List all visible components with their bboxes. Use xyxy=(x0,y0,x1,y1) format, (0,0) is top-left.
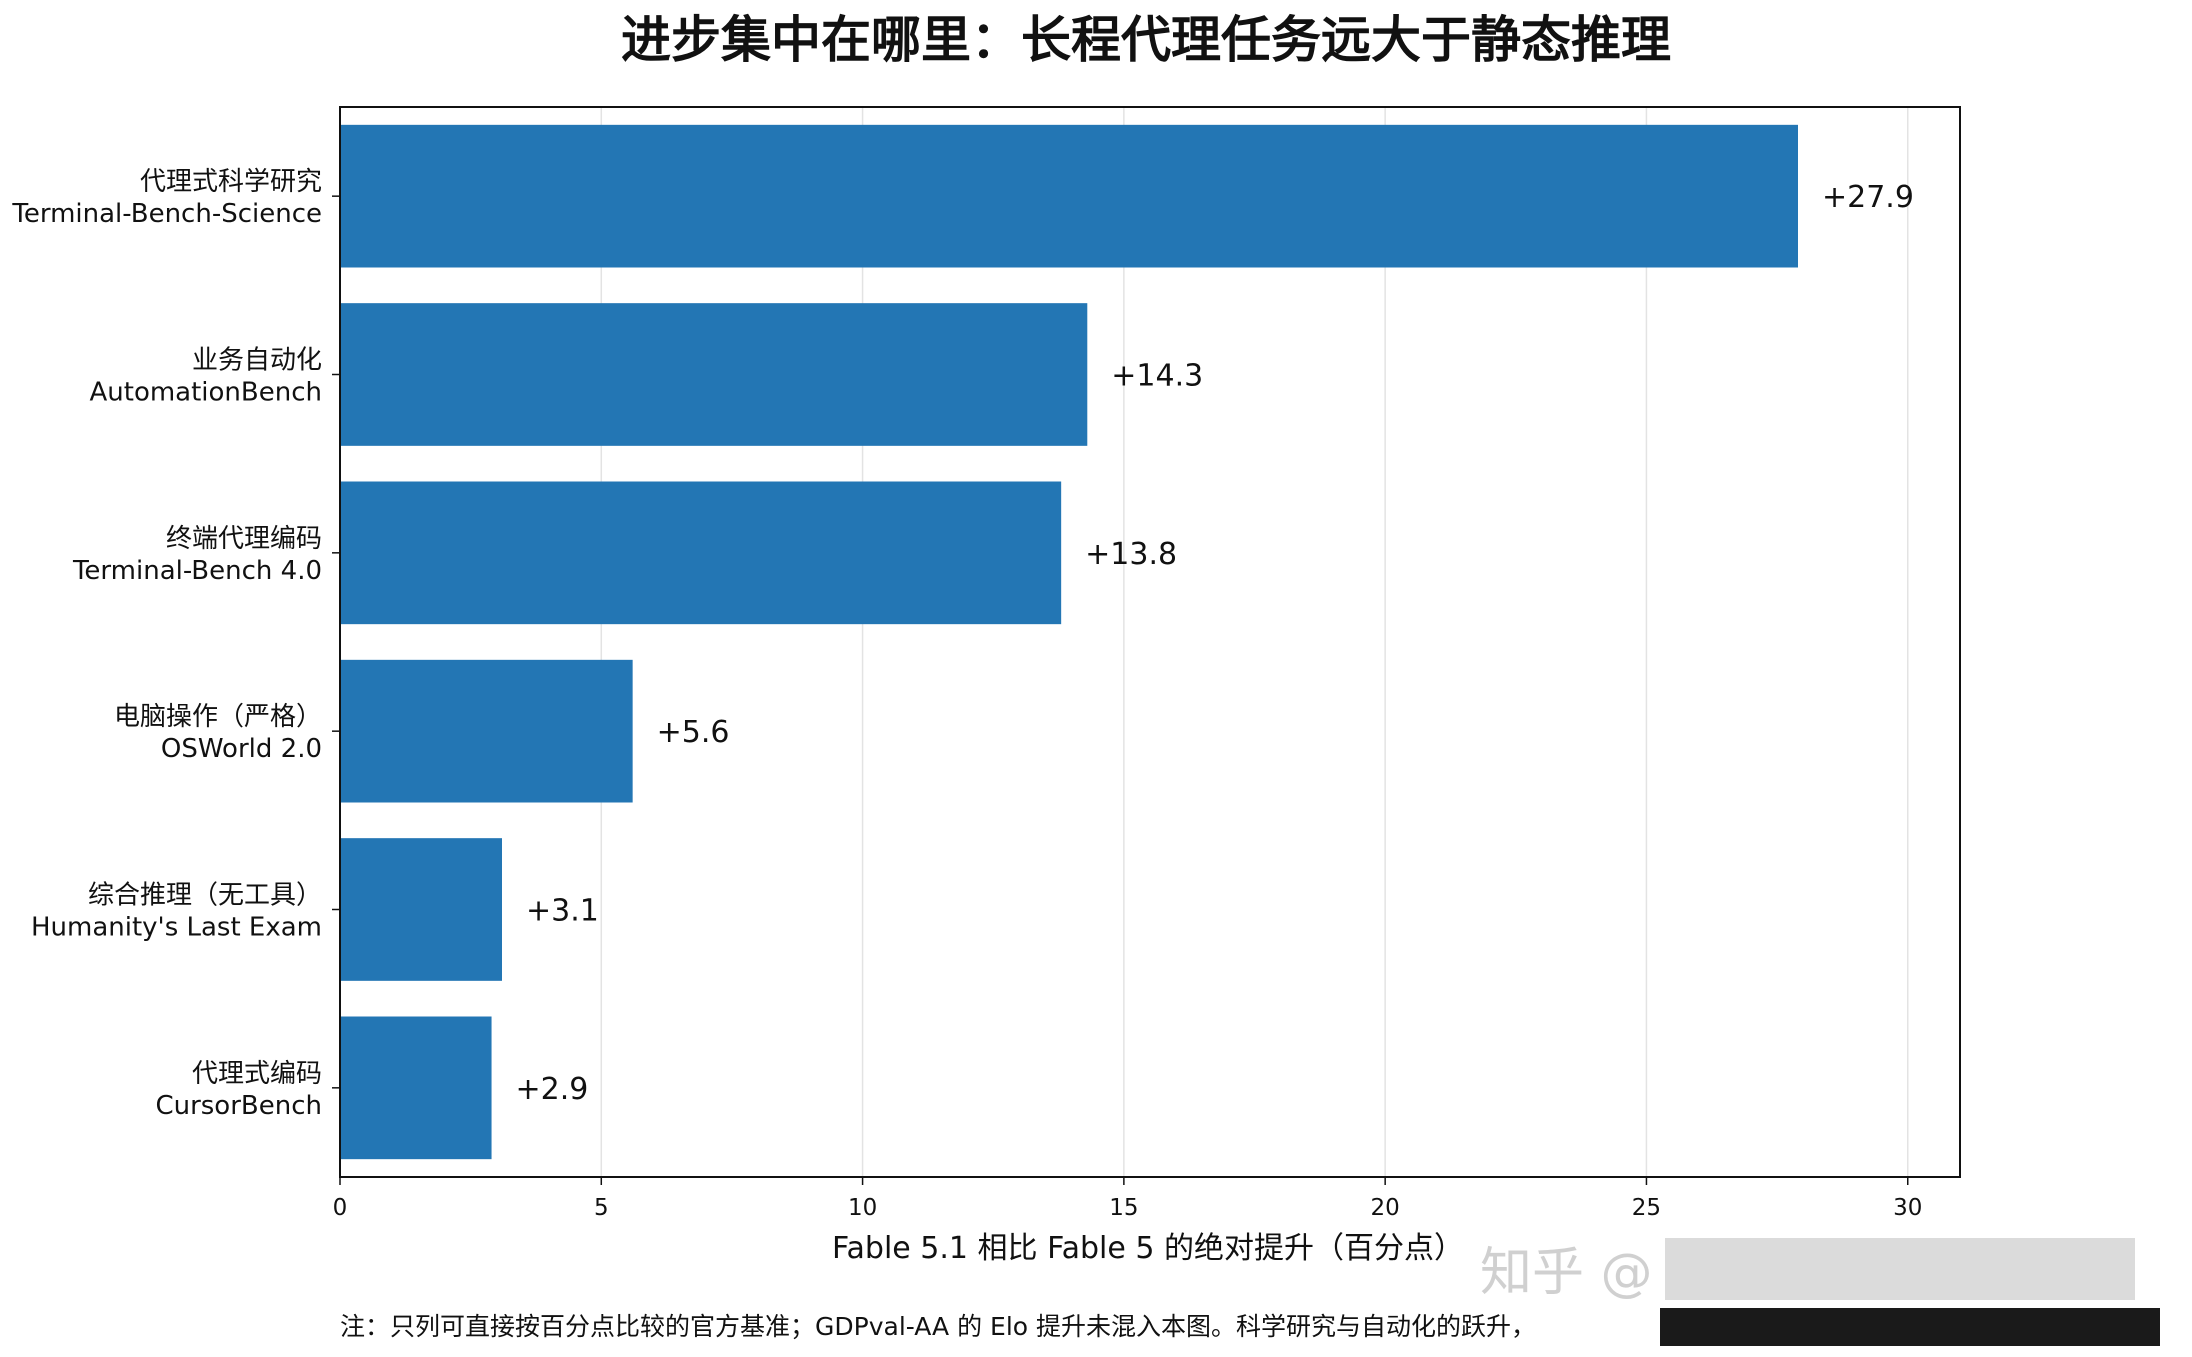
value-label: +5.6 xyxy=(657,715,730,750)
bar xyxy=(340,1016,492,1160)
value-label: +2.9 xyxy=(516,1072,589,1107)
x-tick-label: 25 xyxy=(1632,1195,1661,1221)
category-label-en: Humanity's Last Exam xyxy=(31,913,322,943)
bar xyxy=(340,659,633,803)
note-redaction xyxy=(1660,1308,2160,1346)
category-label-cn: 代理式科学研究 xyxy=(140,167,322,197)
bars xyxy=(340,124,1798,1160)
value-labels: +27.9 +14.3 +13.8 +5.6 +3.1 +2.9 xyxy=(516,180,1914,1107)
watermark-redaction xyxy=(1665,1238,2135,1300)
category-label-en: Terminal-Bench-Science xyxy=(11,199,322,229)
value-label: +13.8 xyxy=(1085,537,1177,572)
x-tick-label: 5 xyxy=(594,1195,609,1221)
category-label-cn: 代理式编码 xyxy=(192,1059,322,1089)
value-label: +3.1 xyxy=(526,894,599,929)
x-tick-label: 10 xyxy=(848,1195,877,1221)
x-tick-label: 20 xyxy=(1371,1195,1400,1221)
x-axis: 0 5 10 15 20 25 30 xyxy=(333,1177,1922,1221)
category-label-cn: 综合推理（无工具） xyxy=(88,881,322,911)
bar xyxy=(340,481,1062,625)
category-label-cn: 电脑操作（严格） xyxy=(114,702,322,732)
bar xyxy=(340,124,1798,268)
value-label: +14.3 xyxy=(1111,359,1203,394)
x-axis-label: Fable 5.1 相比 Fable 5 的绝对提升（百分点） xyxy=(832,1231,1464,1266)
watermark-text: 知乎 @ xyxy=(1480,1243,1653,1303)
bar xyxy=(340,838,502,981)
chart-title: 进步集中在哪里：长程代理任务远大于静态推理 xyxy=(621,11,1671,69)
category-label-cn: 终端代理编码 xyxy=(166,524,322,554)
category-label-en: OSWorld 2.0 xyxy=(161,734,322,764)
plot-frame xyxy=(339,106,1961,1178)
category-label-en: AutomationBench xyxy=(89,378,322,408)
category-label-en: CursorBench xyxy=(155,1091,322,1121)
bar xyxy=(340,303,1088,446)
footnote: 注：只列可直接按百分点比较的官方基准；GDPval-AA 的 Elo 提升未混入… xyxy=(340,1312,1536,1341)
x-tick-label: 0 xyxy=(333,1195,348,1221)
category-label-en: Terminal-Bench 4.0 xyxy=(72,556,322,586)
x-tick-label: 15 xyxy=(1109,1195,1138,1221)
x-tick-label: 30 xyxy=(1893,1195,1922,1221)
category-label-cn: 业务自动化 xyxy=(192,346,322,376)
watermark: 知乎 @ xyxy=(1480,1238,2160,1346)
value-label: +27.9 xyxy=(1822,180,1914,215)
